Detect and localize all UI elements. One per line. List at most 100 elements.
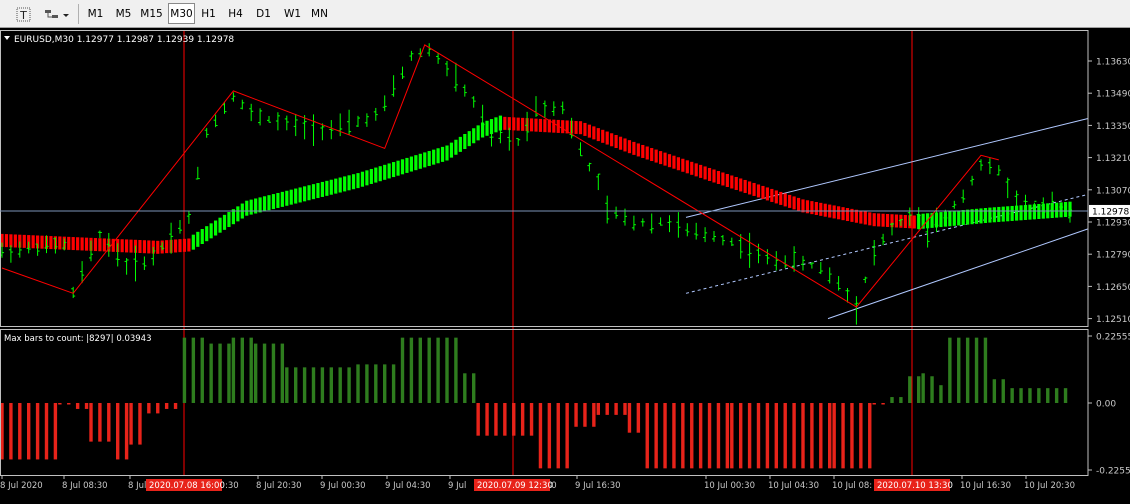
ma-segment <box>948 211 952 227</box>
ma-segment <box>369 168 373 184</box>
price-bar <box>694 222 699 240</box>
ma-segment <box>440 146 445 162</box>
ma-segment <box>481 122 485 138</box>
shapes-menu-icon[interactable] <box>41 4 71 24</box>
price-bar <box>436 52 441 64</box>
ma-segment <box>445 145 449 161</box>
ma-segment <box>200 229 204 245</box>
timeframe-button-m15[interactable]: M15 <box>140 8 163 20</box>
histogram-bar <box>1054 388 1059 403</box>
price-chart[interactable]: 1.13630 1.13490 1.13350 1.13210 1.13070 1.129… <box>0 29 1130 500</box>
ma-segment <box>58 236 62 250</box>
ma-segment <box>774 190 778 204</box>
price-tick-label: 1.13350 <box>1096 122 1130 132</box>
price-bar <box>952 200 957 209</box>
ma-segment <box>436 148 440 164</box>
histogram-bar <box>84 403 89 409</box>
timeframe-button-h1[interactable]: H1 <box>201 8 216 20</box>
price-bar <box>311 114 316 146</box>
price-tick-label: 1.13070 <box>1096 186 1130 196</box>
ma-segment <box>659 151 663 165</box>
histogram-bar <box>476 403 480 436</box>
time-tick-label: 10 Jul 00:30 <box>704 481 755 491</box>
histogram-bar <box>939 385 943 403</box>
ma-segment <box>841 207 845 221</box>
histogram-bar <box>44 403 49 460</box>
ma-segment <box>147 240 151 254</box>
timeframe-button-m1[interactable]: M1 <box>87 8 104 20</box>
ma-segment <box>22 234 26 248</box>
ma-segment <box>311 184 316 200</box>
zigzag-polyline <box>1 44 999 308</box>
timeframe-button-m30[interactable]: M30 <box>168 3 195 24</box>
text-tool-icon[interactable]: T <box>13 4 33 24</box>
ma-segment <box>298 187 302 203</box>
histogram-bar <box>365 364 369 403</box>
ma-segment <box>654 149 658 163</box>
price-bar <box>284 115 289 131</box>
ma-segment <box>165 240 169 254</box>
current-price-label: 1.12978 <box>1092 207 1129 217</box>
histogram-bar <box>302 367 307 403</box>
histogram-bar <box>663 403 667 469</box>
histogram-bar <box>116 403 120 460</box>
ma-segment <box>676 157 680 171</box>
ma-segment <box>209 223 213 239</box>
ma-segment <box>387 163 391 179</box>
collapse-triangle-icon[interactable] <box>4 36 10 40</box>
chart-window[interactable]: 1.13630 1.13490 1.13350 1.13210 1.13070 1.129… <box>0 29 1130 500</box>
histogram-bar <box>454 337 458 403</box>
timeframe-button-d1[interactable]: D1 <box>256 8 271 20</box>
zigzag-line <box>1 44 999 308</box>
price-bar <box>614 206 619 219</box>
histogram-bar <box>538 403 543 469</box>
price-bar <box>934 207 939 233</box>
price-bar <box>631 215 636 231</box>
ma-segment <box>641 144 645 158</box>
timeframe-button-w1[interactable]: W1 <box>283 8 302 20</box>
ma-segment <box>156 240 160 254</box>
price-tick-label: 1.12510 <box>1096 315 1130 325</box>
price-bar <box>703 227 708 243</box>
histogram-bar <box>485 403 489 436</box>
ma-segment <box>596 128 600 142</box>
price-tick-label: 1.12650 <box>1096 283 1130 293</box>
ma-segment <box>730 175 734 189</box>
ma-segment <box>289 189 293 205</box>
histogram-bar <box>1063 388 1068 403</box>
timeframe-button-mn[interactable]: MN <box>311 8 328 20</box>
ma-segment <box>1006 206 1010 222</box>
ma-segment <box>601 129 605 143</box>
ma-segment <box>872 213 876 227</box>
histogram-bar <box>262 343 267 403</box>
price-bar <box>8 245 13 263</box>
timeframe-button-m5[interactable]: M5 <box>115 8 132 20</box>
ma-segment <box>894 214 899 228</box>
ma-segment <box>485 120 489 136</box>
price-bar <box>275 112 280 131</box>
ma-segment <box>561 120 565 134</box>
histogram-bar <box>512 403 516 436</box>
indicator-tick-label: 0.00 <box>1096 400 1116 410</box>
price-bar <box>178 220 182 234</box>
timeframe-button-h4[interactable]: H4 <box>228 8 243 20</box>
ma-segment <box>516 117 520 131</box>
price-bar <box>71 286 76 299</box>
ma-segment <box>182 238 187 252</box>
ma-segment <box>1001 206 1005 222</box>
price-bar <box>774 251 779 271</box>
ma-segment <box>1010 205 1014 221</box>
histogram-bar <box>583 403 587 427</box>
histogram-bar <box>819 403 823 469</box>
histogram-bar <box>747 403 752 469</box>
ma-segment <box>512 117 516 131</box>
ma-segment <box>547 119 551 133</box>
price-bar <box>765 249 770 265</box>
ma-segment <box>930 212 934 228</box>
ma-segment <box>885 213 890 227</box>
price-bar <box>640 218 645 227</box>
price-bar <box>462 84 467 97</box>
ma-segment <box>454 139 458 155</box>
histogram-bar <box>899 397 903 403</box>
histogram-bar <box>832 403 836 469</box>
